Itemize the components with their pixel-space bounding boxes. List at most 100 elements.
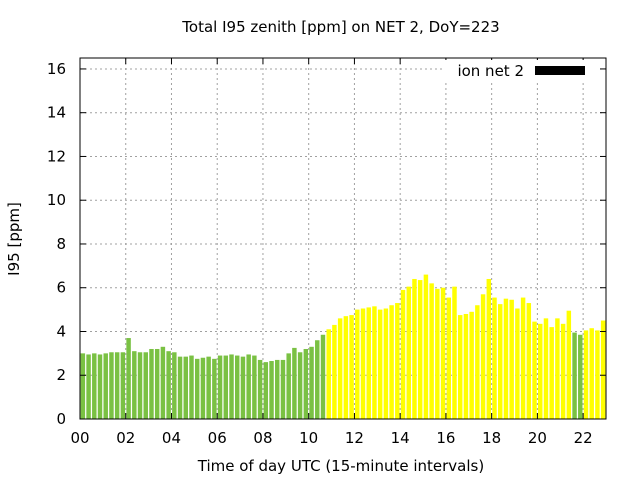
bar — [86, 354, 91, 419]
bar — [212, 358, 217, 419]
bar — [206, 356, 211, 419]
bar — [475, 305, 480, 419]
bar — [337, 318, 343, 419]
bar — [97, 354, 103, 419]
bar — [406, 286, 411, 419]
bar — [92, 353, 97, 419]
axis-ticks — [79, 58, 606, 420]
x-tick-label: 10 — [299, 429, 318, 447]
y-tick-label: 8 — [56, 235, 66, 253]
bar — [80, 353, 86, 419]
bar — [578, 334, 583, 419]
bar — [572, 332, 577, 419]
x-tick-label: 00 — [70, 429, 89, 447]
bar — [252, 355, 257, 419]
bar — [560, 323, 566, 419]
bar — [395, 303, 400, 419]
bar — [257, 359, 263, 419]
bar — [160, 346, 166, 419]
x-tick-label: 04 — [162, 429, 181, 447]
bar — [349, 315, 354, 419]
bar — [297, 352, 303, 419]
bar — [143, 352, 148, 419]
bars — [80, 274, 606, 419]
x-tick-label: 08 — [253, 429, 272, 447]
bar — [440, 287, 446, 419]
bar — [246, 354, 251, 419]
x-tick-label: 14 — [391, 429, 410, 447]
bar — [486, 278, 492, 419]
bar — [183, 356, 189, 419]
x-axis-label: Time of day UTC (15-minute intervals) — [197, 457, 484, 475]
y-tick-label: 4 — [56, 322, 66, 340]
bar — [177, 356, 183, 419]
bar — [583, 330, 589, 419]
y-axis-label: I95 [ppm] — [5, 202, 23, 276]
y-tick-label: 2 — [56, 366, 66, 384]
chart-title: Total I95 zenith [ppm] on NET 2, DoY=223 — [181, 18, 499, 36]
bar — [103, 353, 108, 419]
bar — [400, 289, 406, 419]
bar — [457, 315, 463, 419]
bar — [303, 348, 309, 419]
bar — [549, 327, 554, 419]
bar — [229, 354, 234, 419]
bar — [149, 348, 154, 419]
x-tick-label: 12 — [345, 429, 364, 447]
bar — [217, 355, 223, 419]
bar — [166, 351, 171, 419]
x-tick-label: 16 — [436, 429, 455, 447]
x-tick-label: 20 — [528, 429, 547, 447]
bar — [532, 321, 537, 419]
bar — [446, 297, 452, 419]
bar — [538, 323, 543, 419]
bar — [383, 308, 389, 419]
bar — [309, 346, 314, 419]
bar — [417, 280, 423, 419]
bar — [412, 278, 417, 419]
bar — [469, 311, 474, 419]
y-tick-label: 6 — [56, 279, 66, 297]
bar — [497, 304, 503, 419]
bar — [280, 359, 286, 419]
bar — [332, 324, 337, 419]
bar — [343, 316, 349, 419]
bar — [389, 305, 394, 419]
bar — [120, 352, 126, 419]
bar — [509, 299, 514, 419]
bar — [132, 351, 137, 419]
x-tick-labels: 00 02 04 06 08 10 12 14 16 18 20 22 — [70, 429, 592, 447]
bar — [263, 362, 269, 419]
bar — [492, 297, 497, 419]
grid — [80, 58, 606, 419]
bar — [543, 318, 549, 419]
bar — [154, 348, 160, 419]
bar — [429, 283, 434, 419]
bar — [515, 308, 520, 419]
y-tick-label: 16 — [47, 60, 66, 78]
x-tick-label: 22 — [574, 429, 593, 447]
bar — [126, 338, 131, 419]
bar — [269, 361, 274, 419]
bar — [589, 328, 594, 419]
bar — [172, 352, 177, 419]
bar — [503, 298, 509, 419]
bar — [480, 294, 486, 419]
bar — [366, 307, 371, 419]
bar — [423, 274, 429, 419]
bar — [137, 352, 143, 419]
bar — [463, 313, 469, 419]
y-tick-label: 10 — [47, 191, 66, 209]
bar — [114, 352, 120, 419]
y-tick-label: 0 — [56, 410, 66, 428]
bar — [194, 358, 200, 419]
x-tick-label: 18 — [482, 429, 501, 447]
bar — [234, 355, 240, 419]
y-tick-label: 14 — [47, 104, 66, 122]
plot-frame — [79, 57, 607, 420]
x-tick-label: 06 — [208, 429, 227, 447]
bar — [320, 334, 326, 419]
bar — [372, 306, 377, 419]
legend-background — [445, 60, 600, 82]
bar — [600, 320, 606, 419]
